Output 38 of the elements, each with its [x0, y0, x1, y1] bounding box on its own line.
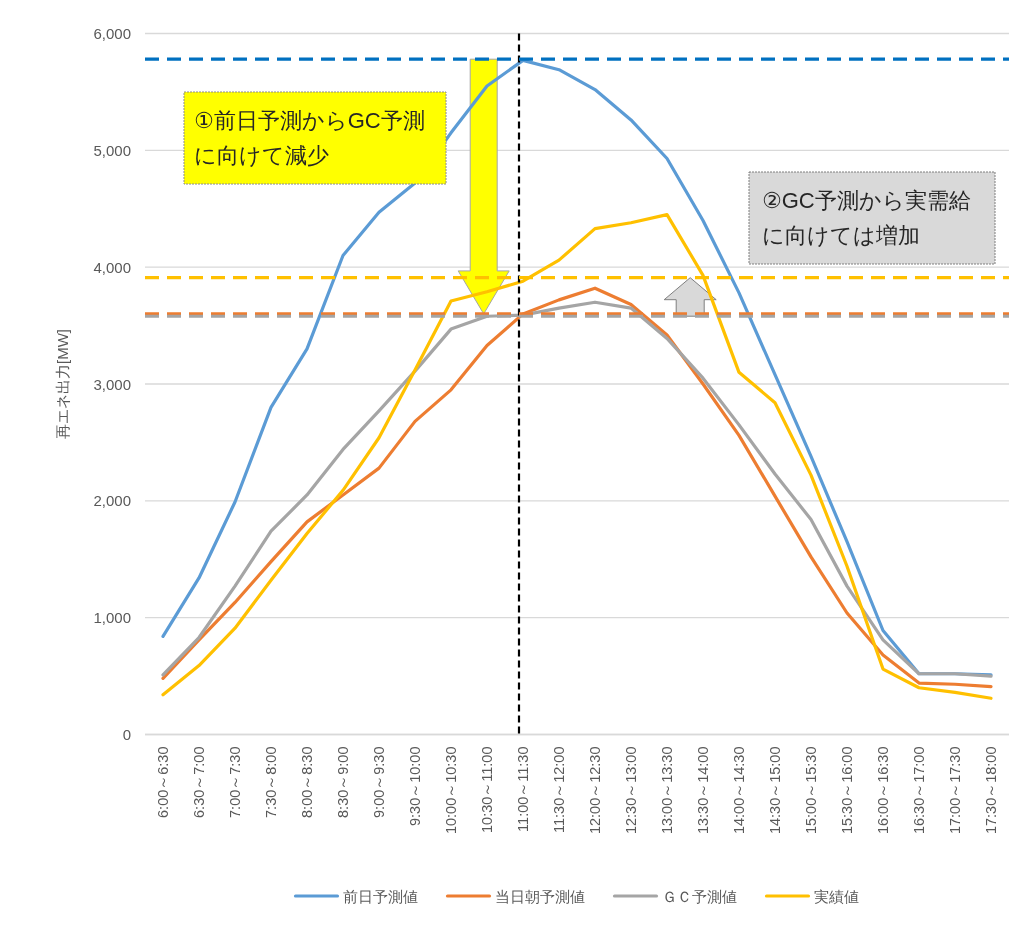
x-tick-label: 8:30～9:00 — [335, 746, 351, 818]
x-tick-label: 16:00～16:30 — [875, 746, 891, 835]
x-tick-label: 16:30～17:00 — [911, 746, 927, 835]
y-tick-label: 3,000 — [93, 375, 131, 393]
x-tick-label: 17:00～17:30 — [947, 746, 963, 835]
x-tick-label: 11:30～12:00 — [551, 746, 567, 833]
legend-label: ＧＣ予測値 — [661, 887, 737, 905]
x-tick-label: 17:30～18:00 — [983, 746, 999, 835]
x-tick-label: 9:30～10:00 — [407, 746, 423, 827]
x-tick-label: 14:30～15:00 — [767, 746, 783, 835]
y-tick-label: 4,000 — [93, 258, 131, 276]
x-tick-label: 8:00～8:30 — [299, 746, 315, 818]
y-tick-label: 2,000 — [93, 492, 131, 510]
x-tick-label: 9:00～9:30 — [371, 746, 387, 818]
x-tick-label: 7:00～7:30 — [227, 746, 243, 818]
y-tick-label: 0 — [122, 726, 131, 743]
x-tick-label: 10:30～11:00 — [479, 746, 495, 833]
y-tick-label: 6,000 — [93, 25, 131, 42]
x-tick-label: 13:30～14:00 — [695, 746, 711, 835]
x-tick-label: 7:30～8:00 — [263, 746, 279, 818]
y-tick-label: 1,000 — [93, 609, 131, 627]
legend-label: 前日予測値 — [342, 887, 418, 905]
legend-label: 実績値 — [813, 887, 859, 905]
x-tick-label: 12:00～12:30 — [587, 746, 603, 835]
y-tick-label: 5,000 — [93, 141, 131, 159]
x-tick-label: 6:30～7:00 — [191, 746, 207, 818]
x-tick-label: 12:30～13:00 — [623, 746, 639, 835]
annotation: ①前日予測からGC予測に向けて減少 — [194, 108, 425, 168]
x-tick-label: 10:00～10:30 — [443, 746, 459, 835]
x-tick-label: 11:00～11:30 — [515, 746, 531, 832]
legend-label: 当日朝予測値 — [494, 887, 585, 905]
annotation: ②GC予測から実需給に向けては増加 — [762, 188, 971, 248]
x-tick-label: 14:00～14:30 — [731, 746, 747, 835]
x-tick-label: 6:00～6:30 — [155, 746, 171, 818]
x-tick-label: 15:30～16:00 — [839, 746, 855, 835]
x-tick-label: 15:00～15:30 — [803, 746, 819, 835]
x-tick-label: 13:00～13:30 — [659, 746, 675, 835]
y-axis-title: 再エネ出力[MW] — [53, 329, 71, 439]
